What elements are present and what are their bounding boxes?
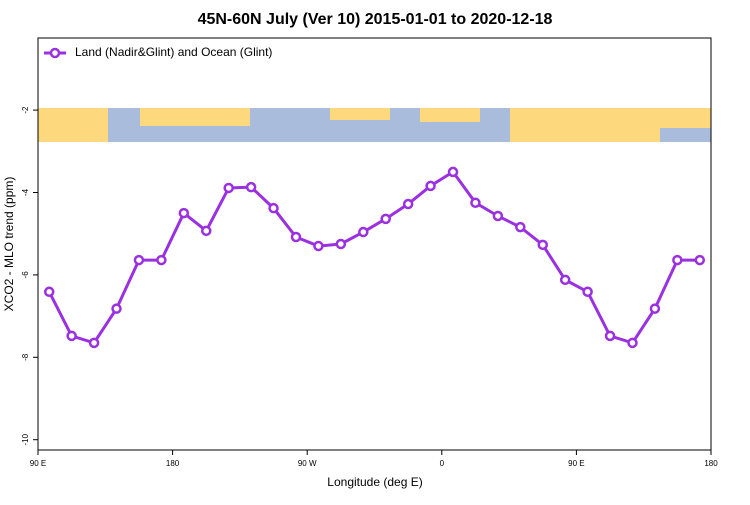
point <box>447 166 459 178</box>
point <box>425 180 436 192</box>
x-tick-label: 90 E <box>568 459 584 468</box>
legend-label: Land (Nadir&Glint) and Ocean (Glint) <box>75 45 272 59</box>
line <box>47 169 700 345</box>
point <box>245 181 257 193</box>
y-tick-label: -6 <box>21 271 30 279</box>
point <box>335 238 347 250</box>
y-tick-label: -4 <box>21 188 30 196</box>
point <box>133 254 145 266</box>
point <box>604 330 616 342</box>
x-tick-label: 180 <box>704 459 718 468</box>
map-band <box>38 108 711 142</box>
x-axis-label: Longitude (deg E) <box>327 475 422 489</box>
x-tick-label: 180 <box>166 459 180 468</box>
point <box>649 303 661 314</box>
point <box>178 207 190 219</box>
point <box>88 337 100 349</box>
point <box>402 198 414 210</box>
point <box>358 226 369 238</box>
chart-title: 45N-60N July (Ver 10) 2015-01-01 to 2020… <box>198 11 553 28</box>
y-tick-label: -10 <box>21 433 30 445</box>
point <box>290 231 302 243</box>
point <box>223 182 234 194</box>
x-tick-label: 90 W <box>298 459 317 468</box>
point <box>492 210 504 222</box>
point <box>627 337 638 349</box>
y-axis-label: XCO2 - MLO trend (ppm) <box>2 177 16 312</box>
plot-frame <box>37 37 712 451</box>
point <box>66 330 77 342</box>
legend-marker <box>49 47 61 59</box>
point <box>268 202 279 214</box>
point <box>672 254 683 266</box>
point <box>156 254 167 266</box>
x-tick-label: 90 E <box>30 459 46 468</box>
point <box>43 286 55 298</box>
point <box>201 225 212 237</box>
y-tick-label: -2 <box>21 106 30 114</box>
point <box>537 239 548 251</box>
point <box>380 213 391 225</box>
point <box>470 197 481 209</box>
x-tick-label: 0 <box>440 459 445 468</box>
point <box>515 221 526 233</box>
point <box>559 274 571 286</box>
point <box>582 286 593 298</box>
point <box>111 303 122 314</box>
point <box>694 254 706 266</box>
y-tick-label: -8 <box>21 353 30 361</box>
point <box>313 240 324 252</box>
